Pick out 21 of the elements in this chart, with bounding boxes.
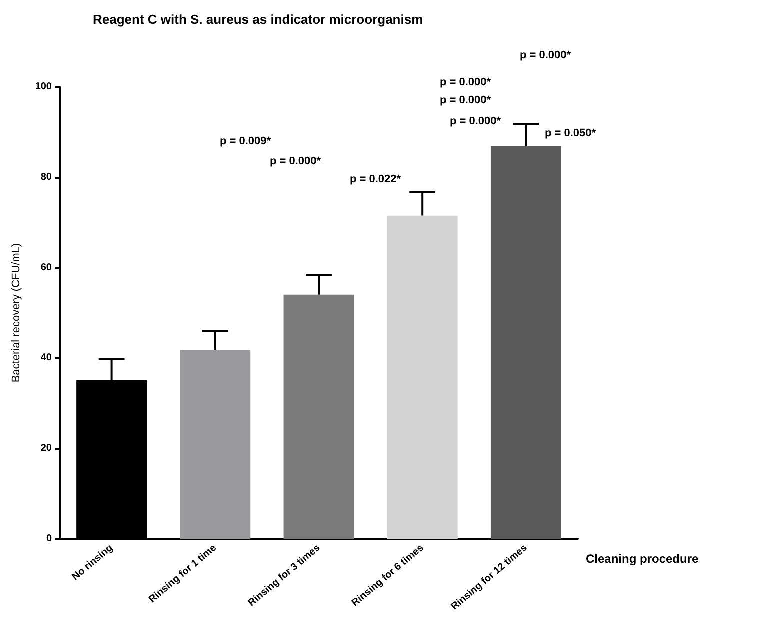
y-tick-label: 100 — [35, 82, 52, 92]
y-tick-label: 60 — [40, 262, 52, 274]
annotation: p = 0.000* — [270, 156, 322, 168]
bar — [490, 146, 562, 539]
y-axis-title: Bacterial recovery (CFU/mL) — [10, 243, 22, 383]
annotation: p = 0.000* — [440, 76, 492, 88]
y-tick-label: 80 — [40, 172, 52, 183]
chart-title: Reagent C with S. aureus as indicator microorganism — [93, 12, 424, 27]
annotation: p = 0.009* — [220, 136, 272, 148]
annotation: p = 0.050* — [545, 128, 597, 140]
y-tick-label: 20 — [40, 443, 52, 454]
bar — [284, 294, 354, 539]
annotation: p = 0.022* — [350, 174, 402, 186]
bar — [180, 350, 251, 539]
bar — [387, 216, 458, 539]
y-tick-label: 0 — [46, 534, 52, 544]
x-axis-title: Cleaning procedure — [586, 552, 700, 566]
text: p = 0.000* — [520, 50, 572, 62]
annotation: p = 0.000* — [440, 94, 492, 106]
annotation: p = 0.000* — [450, 116, 502, 128]
y-tick-label: 40 — [40, 352, 52, 364]
